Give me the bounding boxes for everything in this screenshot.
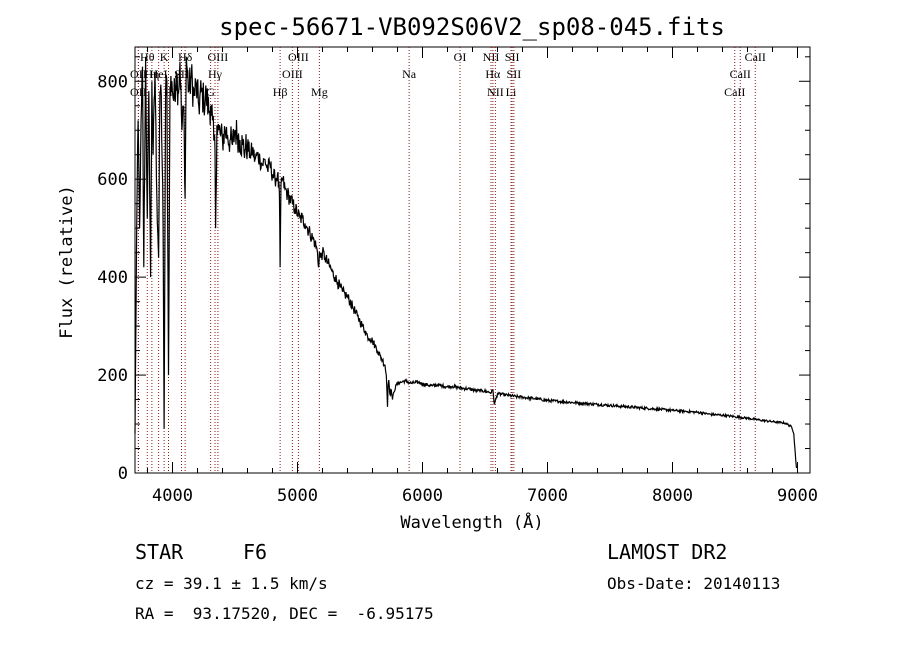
line-marker-label: Hγ	[208, 67, 223, 81]
line-marker-label: OIII	[208, 50, 229, 64]
plot-frame	[134, 46, 811, 474]
x-tick-label: 9000	[777, 486, 818, 506]
y-tick-label: 800	[97, 72, 128, 92]
x-tick-label: 4000	[152, 486, 193, 506]
y-tick-label: 0	[118, 464, 128, 484]
object-type: STAR	[135, 540, 184, 564]
line-marker-label: CaII	[724, 85, 745, 99]
line-marker-label: Hβ	[273, 85, 288, 99]
line-marker-label: Na	[402, 67, 417, 81]
redshift-value: cz = 39.1 ± 1.5 km/s	[135, 574, 328, 593]
line-marker-label: CaII	[730, 67, 751, 81]
observation-date: Obs-Date: 20140113	[607, 574, 781, 593]
line-marker-label: NII	[483, 50, 500, 64]
axis-ticks: 4000 5000 6000 7000 8000 9000 0 200 400 600 800	[97, 47, 818, 506]
line-marker-label: NII	[487, 85, 504, 99]
line-marker-label: Hδ	[178, 50, 193, 64]
line-marker-label: HeI	[150, 67, 168, 81]
x-axis-label: Wavelength (Å)	[400, 511, 543, 533]
x-tick-label: 7000	[527, 486, 568, 506]
line-marker-label: OI	[454, 50, 467, 64]
coordinates: RA = 93.17520, DEC = -6.95175	[135, 604, 434, 623]
line-marker-label: Mg	[311, 85, 328, 99]
x-tick-label: 8000	[652, 486, 693, 506]
x-tick-label: 6000	[402, 486, 443, 506]
line-marker-label: Hθ	[140, 50, 155, 64]
y-axis-label: Flux (relative)	[57, 185, 77, 339]
line-marker-label: CaII	[745, 50, 766, 64]
y-tick-label: 600	[97, 170, 128, 190]
y-tick-label: 200	[97, 366, 128, 386]
survey-name: LAMOST DR2	[607, 540, 728, 564]
line-marker-label: H	[164, 85, 173, 99]
x-tick-label: 5000	[277, 486, 318, 506]
line-marker-label: Li	[506, 85, 517, 99]
line-marker-label: K	[160, 50, 169, 64]
line-marker-label: G	[206, 85, 215, 99]
line-marker-label: Hα	[485, 67, 501, 81]
chart-title: spec-56671-VB092S06V2_sp08-045.fits	[219, 13, 725, 41]
line-marker-label: OIII	[288, 50, 309, 64]
line-marker-label: SII	[507, 67, 522, 81]
line-marker-label: SII	[505, 50, 520, 64]
line-marker-label: OIII	[282, 67, 303, 81]
line-marker-label: OII	[130, 85, 147, 99]
object-subclass: F6	[243, 540, 268, 564]
y-tick-label: 400	[97, 268, 128, 288]
spectrum-line	[134, 56, 798, 469]
